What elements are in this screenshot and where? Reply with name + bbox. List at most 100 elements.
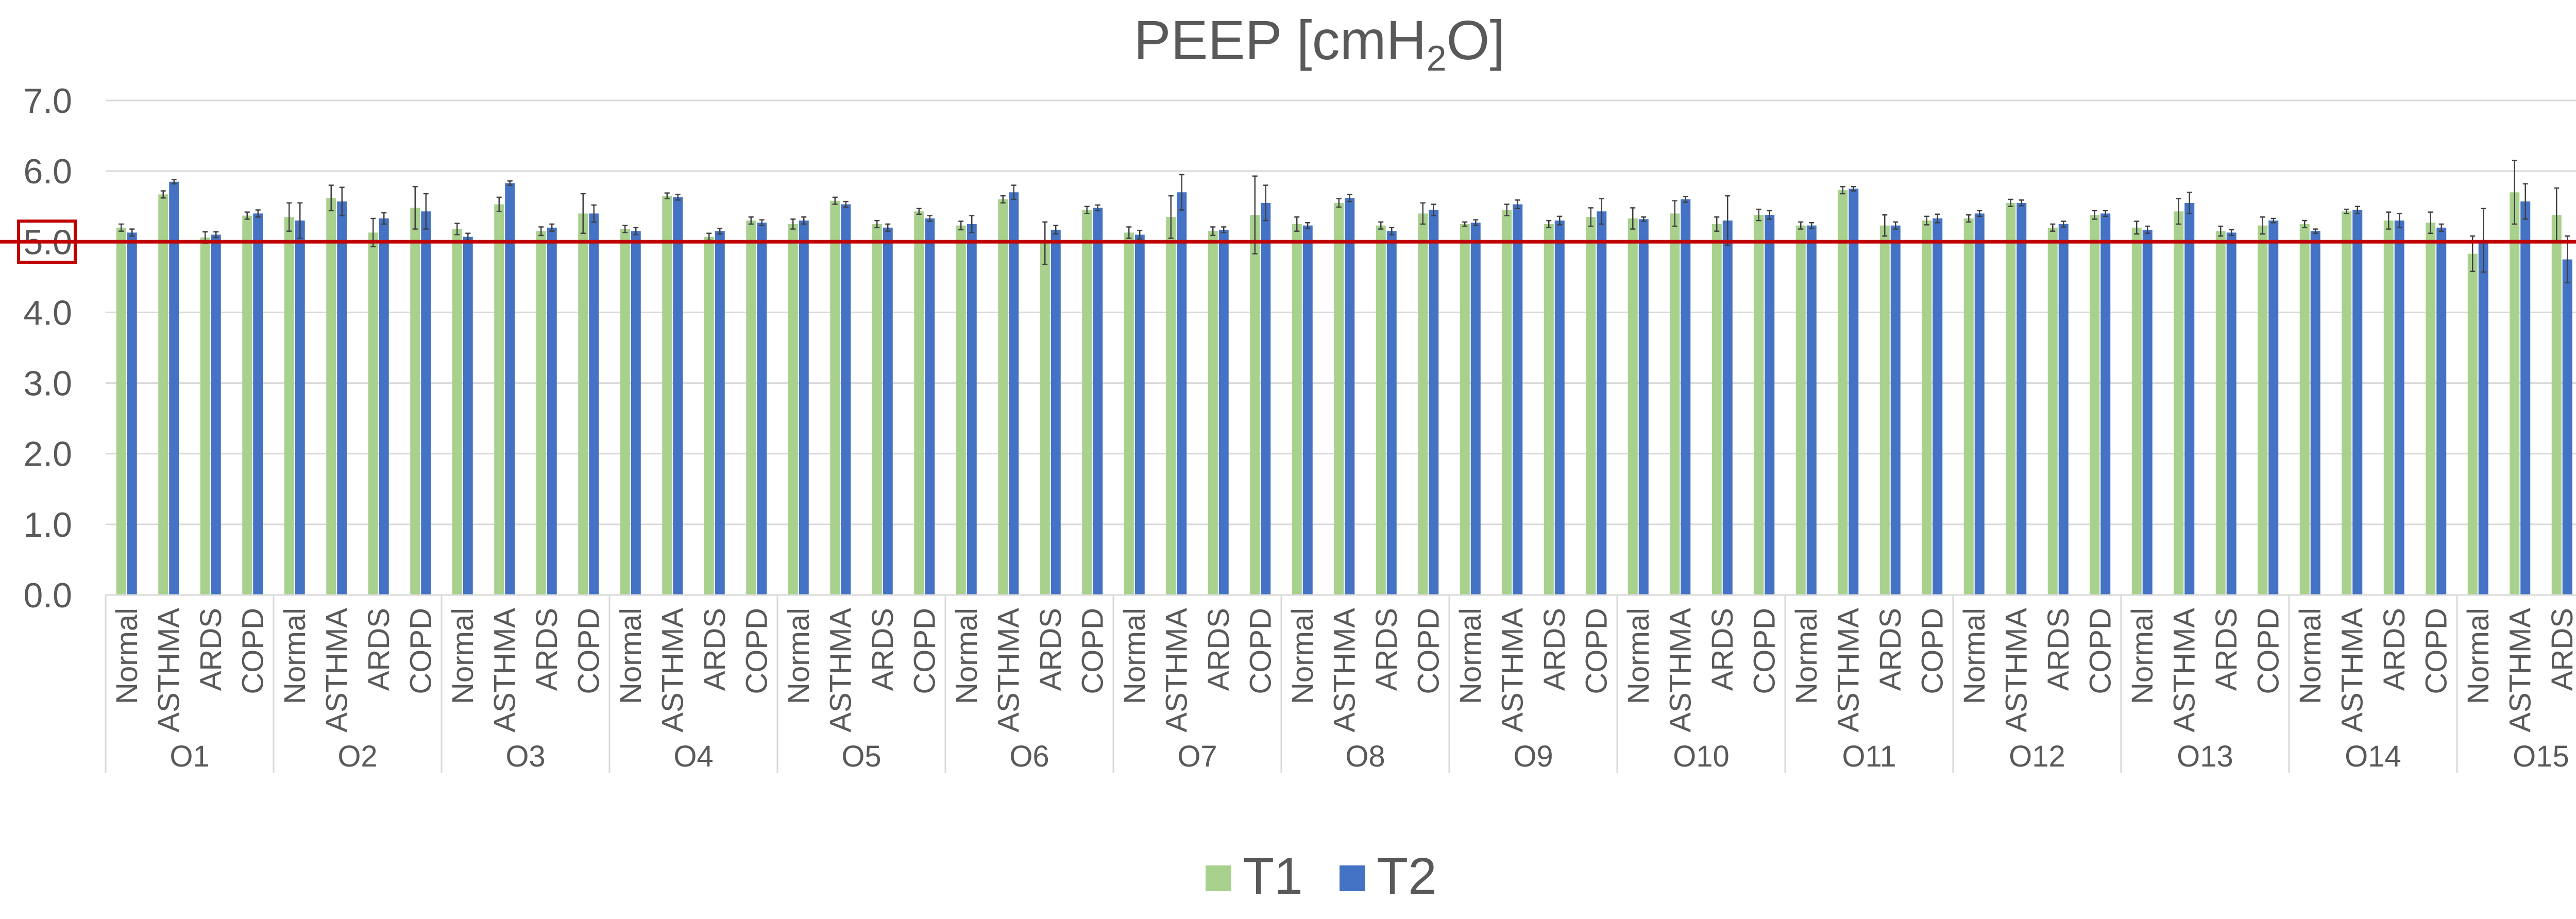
condition-label: COPD [572,608,605,694]
error-bar-t1 [1798,221,1804,230]
error-bar-t1 [832,196,838,205]
bar-t2 [1597,211,1607,595]
bar-t1 [536,231,546,595]
error-bar-t2 [1557,215,1563,226]
error-bar-t1 [1546,219,1552,229]
bar-t2 [295,220,305,595]
error-bar-t1 [538,226,544,236]
condition-label: Normal [1286,608,1319,704]
bar-t1 [1040,243,1050,595]
condition-label: ARDS [2210,608,2243,691]
bar-t1 [1628,218,1638,595]
bar-t1 [1376,225,1386,595]
condition-label: Normal [950,608,984,704]
bar-t2 [1050,229,1061,595]
bar-t1 [746,220,756,595]
bar-t2 [1302,225,1313,595]
condition-label: ARDS [698,608,732,691]
condition-label: ASTHMA [1999,608,2033,733]
error-bar-t2 [2354,206,2360,214]
bar-t2 [127,232,137,595]
bar-t2 [799,220,809,595]
bar-t1 [1838,190,1848,595]
condition-label: Normal [782,608,816,704]
condition-label: COPD [1580,608,1613,694]
error-bar-t1 [2218,225,2224,237]
bar-t1 [2510,192,2520,595]
error-bar-t1 [1126,226,1132,239]
bar-t1 [914,211,924,595]
error-bar-t2 [2522,183,2528,220]
error-bar-t2 [2103,210,2108,217]
bar-t1 [2131,227,2142,595]
y-axis-tick-labels: 0.01.02.03.04.05.06.07.0 [23,81,72,615]
bar-t1 [1711,224,1722,595]
error-bar-t2 [2565,235,2570,284]
bar-t2 [715,231,725,595]
error-bar-t2 [1431,203,1436,216]
error-bar-t1 [2092,210,2097,220]
bar-t1 [2467,253,2478,595]
bar-t2 [1261,202,1271,595]
condition-label: Normal [614,608,648,704]
bar-t1 [1502,210,1512,595]
condition-label: Normal [1622,608,1655,704]
chart-title-end: O] [1447,9,1505,71]
condition-label: ASTHMA [992,608,1025,733]
error-bar-t2 [1389,227,1395,235]
bar-t1 [662,196,672,595]
condition-label: ASTHMA [320,608,353,733]
condition-label: ARDS [2378,608,2411,691]
group-label: O1 [170,740,209,773]
bar-t2 [757,223,767,595]
bar-t1 [2006,202,2016,595]
error-bar-t2 [633,227,639,235]
bar-t1 [1250,215,1260,595]
bar-t2 [2394,220,2404,595]
error-bar-t1 [916,208,922,215]
condition-label: ARDS [362,608,396,691]
error-bar-t1 [118,223,124,232]
condition-label: ARDS [2546,608,2576,691]
group-label: O5 [841,740,881,773]
error-bar-t2 [2145,225,2150,234]
bar-t2 [1218,229,1229,595]
error-bar-t2 [549,223,555,232]
bar-t1 [200,237,210,595]
condition-label: COPD [1244,608,1277,694]
bar-t1 [1460,224,1470,595]
error-bar-t2 [339,186,345,216]
bar-t2 [253,213,263,595]
bar-t2 [925,218,935,595]
condition-label: ASTHMA [1832,608,1865,733]
chart-title: PEEP [cmH2O] [1133,9,1505,78]
condition-label: Normal [110,608,144,704]
error-bar-t2 [1683,196,1688,203]
bar-t1 [1292,224,1302,595]
error-bar-t2 [1095,204,1100,212]
error-bar-t1 [664,192,670,199]
error-bar-t2 [1767,210,1772,220]
bar-t2 [1722,220,1733,595]
bar-t2 [211,234,221,595]
bar-t2 [2268,220,2279,595]
error-bar-t1 [1168,195,1174,239]
error-bar-t1 [328,184,334,212]
y-tick-label: 1.0 [23,505,72,544]
condition-label: COPD [1748,608,1781,694]
condition-label: COPD [1412,608,1445,694]
condition-label: COPD [1076,608,1109,694]
bar-t2 [169,181,179,595]
condition-label: ARDS [1202,608,1235,691]
error-bar-t2 [171,179,177,185]
bar-t2 [1681,199,1691,595]
error-bar-t1 [2050,223,2056,232]
error-bar-t2 [801,216,807,225]
error-bar-t2 [1599,198,1604,225]
error-bar-t2 [2397,213,2402,229]
bars [116,181,2572,595]
error-bar-t2 [2061,220,2066,228]
error-bar-t2 [1179,174,1184,211]
reference-value-highlight-box [17,219,77,264]
bar-t2 [967,224,977,595]
